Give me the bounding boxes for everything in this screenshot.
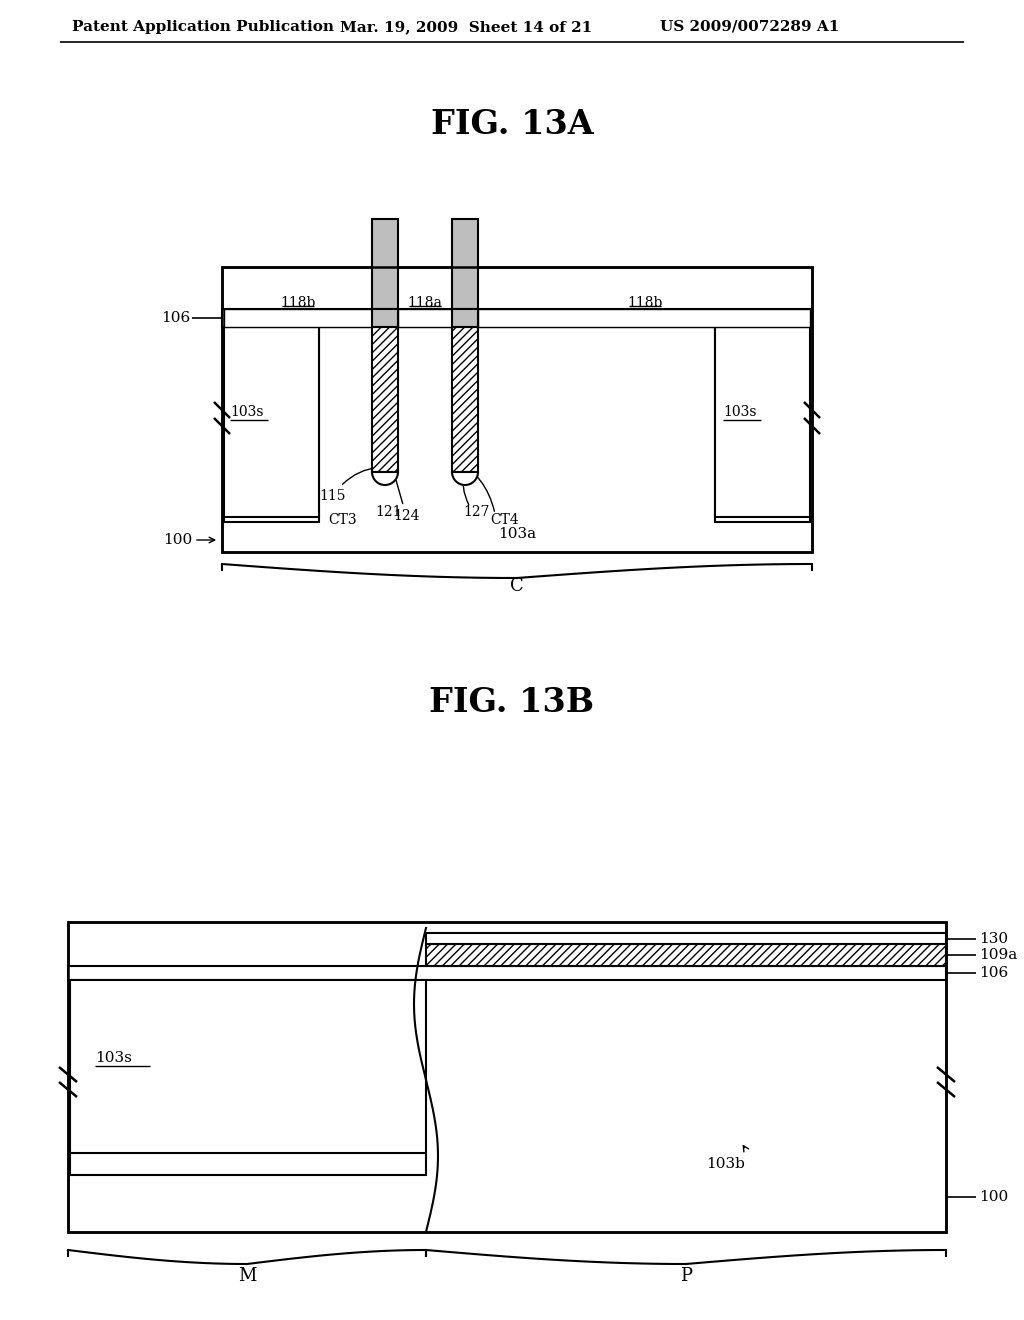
Bar <box>68 921 946 1232</box>
Bar <box>222 309 812 327</box>
Text: P: P <box>680 1267 692 1284</box>
Bar <box>715 327 810 517</box>
Text: 130: 130 <box>979 932 1008 946</box>
Text: FIG. 13B: FIG. 13B <box>429 685 595 718</box>
Bar <box>398 309 452 327</box>
Text: 100: 100 <box>979 1191 1009 1204</box>
Text: US 2009/0072289 A1: US 2009/0072289 A1 <box>660 20 840 34</box>
Bar <box>452 309 478 327</box>
Text: 118a: 118a <box>408 296 442 310</box>
Bar <box>426 944 946 966</box>
Text: 103b: 103b <box>707 1158 745 1171</box>
Wedge shape <box>452 473 478 484</box>
Text: 118b: 118b <box>628 296 663 310</box>
Bar <box>372 327 398 473</box>
Text: 100: 100 <box>163 533 193 546</box>
Text: C: C <box>510 577 524 595</box>
Text: 103s: 103s <box>95 1051 132 1065</box>
Text: 118b: 118b <box>281 296 315 310</box>
Text: 121: 121 <box>375 506 401 519</box>
Bar <box>372 219 398 309</box>
Bar <box>715 327 810 521</box>
Bar <box>478 309 810 327</box>
Bar <box>224 327 319 517</box>
Text: Mar. 19, 2009  Sheet 14 of 21: Mar. 19, 2009 Sheet 14 of 21 <box>340 20 592 34</box>
Bar <box>222 267 812 552</box>
Bar <box>68 921 946 1232</box>
Text: 103s: 103s <box>723 405 757 418</box>
Bar <box>222 267 812 552</box>
Text: 103a: 103a <box>498 527 536 541</box>
Bar <box>372 309 398 327</box>
Text: 103s: 103s <box>230 405 263 418</box>
Text: 109a: 109a <box>979 948 1017 962</box>
Text: 115: 115 <box>319 465 379 503</box>
Wedge shape <box>373 473 397 484</box>
Bar <box>426 933 946 944</box>
Bar <box>70 979 426 1175</box>
Text: CT4: CT4 <box>490 513 519 527</box>
Text: 106: 106 <box>161 312 190 325</box>
Text: CT3: CT3 <box>329 513 357 527</box>
Bar <box>452 219 478 309</box>
Text: 124: 124 <box>388 457 420 523</box>
Bar <box>452 327 478 473</box>
Bar <box>224 327 319 521</box>
Text: 106: 106 <box>979 966 1009 979</box>
Text: M: M <box>238 1267 256 1284</box>
Wedge shape <box>372 473 398 484</box>
Bar <box>224 309 372 327</box>
Text: FIG. 13A: FIG. 13A <box>431 108 593 141</box>
Bar <box>68 966 946 979</box>
Wedge shape <box>453 473 477 484</box>
Text: Patent Application Publication: Patent Application Publication <box>72 20 334 34</box>
Text: 127: 127 <box>463 506 489 519</box>
